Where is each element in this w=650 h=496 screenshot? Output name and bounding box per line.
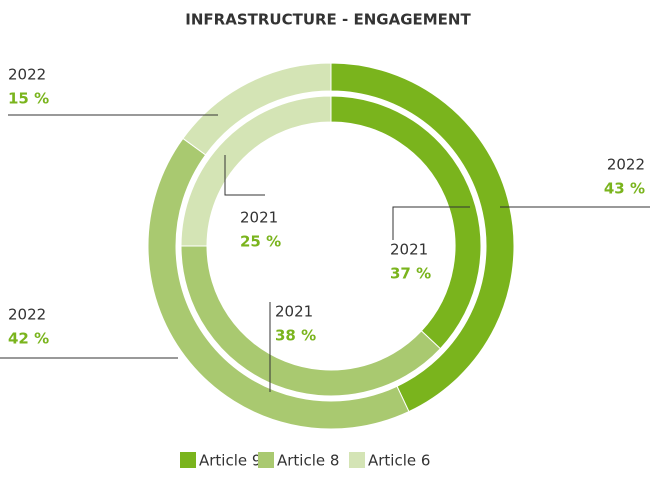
year-label: 2022 xyxy=(607,156,645,174)
value-label: 43 % xyxy=(604,180,645,198)
donut-segment xyxy=(182,62,332,156)
legend-label: Article 8 xyxy=(277,452,339,470)
year-label: 2021 xyxy=(240,209,278,227)
year-label: 2021 xyxy=(275,303,313,321)
year-label: 2022 xyxy=(8,66,46,84)
value-label: 25 % xyxy=(240,233,281,251)
donut-segment xyxy=(180,95,332,247)
legend-swatch xyxy=(349,452,365,468)
value-label: 42 % xyxy=(8,330,49,348)
leader-line xyxy=(392,206,470,240)
value-label: 15 % xyxy=(8,90,49,108)
legend-label: Article 9 xyxy=(199,452,261,470)
chart-title: INFRASTRUCTURE - ENGAGEMENT xyxy=(185,11,471,29)
value-label: 37 % xyxy=(390,265,431,283)
legend-swatch xyxy=(180,452,196,468)
year-label: 2021 xyxy=(390,241,428,259)
leader-line xyxy=(224,155,265,196)
legend-label: Article 6 xyxy=(368,452,430,470)
value-label: 38 % xyxy=(275,327,316,345)
year-label: 2022 xyxy=(8,306,46,324)
legend-swatch xyxy=(258,452,274,468)
